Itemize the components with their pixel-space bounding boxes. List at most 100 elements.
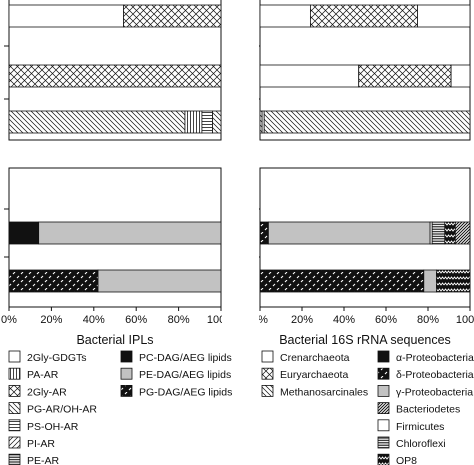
legend-label: δ-Proteobacteria [396, 369, 474, 381]
legend-item-pe-ar: PE-AR [8, 453, 60, 465]
bar-segment-crenarchaeota [417, 4, 471, 28]
bar-segment-pe-dag-aeg-lipids [97, 269, 222, 293]
x-tick-label: 40% [333, 314, 355, 326]
legend-label: Firmicutes [396, 421, 444, 433]
legend-label: 2Gly-GDGTs [27, 352, 87, 364]
legend-label: PI-AR [27, 438, 55, 450]
legend-item-pe-dag-aeg-lipids: PE-DAG/AEG lipids [120, 367, 231, 381]
legend-swatch [377, 436, 390, 449]
legend-item-chloroflexi: Chloroflexi [377, 436, 446, 450]
x-tick-label: 80% [417, 314, 439, 326]
legend-item-methanosarcinales: Methanosarcinales [261, 384, 368, 398]
legend-label: Euryarchaeota [280, 369, 348, 381]
legend-swatch [8, 453, 21, 465]
bar-segment-bacteriodetes [454, 221, 471, 245]
legend-label: PS-OH-AR [27, 421, 79, 433]
legend-item-firmicutes: Firmicutes [377, 419, 444, 433]
legend-item-ps-oh-ar: PS-OH-AR [8, 419, 79, 433]
panel-left-bottom: 0% 20% 40% 60% 80% 100%Bacterial IPLs [1, 167, 235, 347]
bar-segment-ps-oh-ar [201, 110, 213, 134]
legend-item-pg-dag-aeg-lipids: PG-DAG/AEG lipids [120, 384, 232, 398]
legend-item-alpha-proteobacteria: α-Proteobacteria [377, 350, 474, 364]
bar-segment-delta-proteobacteria [259, 269, 425, 293]
legend-swatch [8, 384, 21, 397]
legend-item-euryarchaeota: Euryarchaeota [261, 367, 348, 381]
legend-swatch [261, 384, 274, 397]
x-tick-label: 80% [168, 314, 190, 326]
bar-segment-euryarchaeota [358, 64, 452, 88]
x-tick-label: 60% [375, 314, 397, 326]
bar-segment-2gly-ar [123, 4, 222, 28]
legend-item-pi-ar: PI-AR [8, 436, 55, 450]
bar-segment-op8 [435, 269, 471, 293]
legend: 2Gly-GDGTs PA-AR 2Gly-AR PG-AR/OH-AR PS-OH-A… [8, 350, 474, 465]
legend-label: PC-DAG/AEG lipids [139, 352, 232, 364]
legend-label: PG-AR/OH-AR [27, 404, 97, 416]
legend-swatch [8, 419, 21, 432]
panel-right-top [255, 0, 471, 141]
bar-segment-methanosarcinales [263, 110, 471, 134]
legend-label: PA-AR [27, 369, 59, 381]
legend-swatch [8, 350, 21, 363]
bar-segment-pg-dag-aeg-lipids [8, 269, 99, 293]
legend-swatch [8, 402, 21, 415]
legend-swatch [377, 402, 390, 415]
legend-swatch [377, 453, 390, 465]
legend-item-pg-ar-oh-ar: PG-AR/OH-AR [8, 402, 97, 416]
legend-label: α-Proteobacteria [396, 352, 474, 364]
bar-segment-crenarchaeota [259, 4, 311, 28]
legend-item-gamma-proteobacteria: γ-Proteobacteria [377, 384, 473, 398]
x-tick-label: 20% [40, 314, 62, 326]
bar-segment-pg-ar-oh-ar [212, 110, 222, 134]
legend-label: Bacteriodetes [396, 404, 460, 416]
legend-item-pa-ar: PA-AR [8, 367, 59, 381]
legend-swatch [8, 367, 21, 380]
legend-label: Crenarchaeota [280, 352, 350, 364]
legend-swatch [377, 384, 390, 397]
legend-item-delta-proteobacteria: δ-Proteobacteria [377, 367, 474, 381]
legend-item-crenarchaeota: Crenarchaeota [261, 350, 350, 364]
bar-segment-op8 [444, 221, 456, 245]
legend-label: Methanosarcinales [280, 386, 368, 398]
bar-segment-delta-proteobacteria [259, 221, 269, 245]
bar-segment-chloroflexi [431, 221, 446, 245]
x-tick-label: 20% [291, 314, 313, 326]
legend-swatch [120, 384, 133, 397]
legend-item-op8: OP8 [377, 453, 417, 465]
legend-label: Chloroflexi [396, 438, 446, 450]
axis-title: Bacterial 16S rRNA sequences [279, 333, 451, 347]
legend-label: OP8 [396, 455, 417, 465]
bar-segment-crenarchaeota [450, 64, 471, 88]
bar-segment-2gly-ar [8, 64, 222, 88]
x-tick-label: 0% [1, 314, 17, 326]
x-tick-label: 100% [456, 314, 474, 326]
x-tick-label: 60% [125, 314, 147, 326]
bar-segment-pg-ar-oh-ar [8, 110, 186, 134]
legend-swatch [120, 367, 133, 380]
bar-segment-gamma-proteobacteria [267, 221, 431, 245]
bar-segment-2gly-gdgts [8, 4, 124, 28]
legend-label: 2Gly-AR [27, 386, 67, 398]
legend-item-2gly-gdgts: 2Gly-GDGTs [8, 350, 87, 364]
legend-swatch [377, 419, 390, 432]
legend-item-pc-dag-aeg-lipids: PC-DAG/AEG lipids [120, 350, 232, 364]
legend-swatch [377, 367, 390, 380]
legend-item-2gly-ar: 2Gly-AR [8, 384, 67, 398]
bar-segment-euryarchaeota [309, 4, 418, 28]
bar-segment-pe-dag-aeg-lipids [38, 221, 222, 245]
legend-swatch [261, 350, 274, 363]
bar-segment-pc-dag-aeg-lipids [8, 221, 40, 245]
panel-left-top [4, 0, 222, 141]
bar-segment-pa-ar [184, 110, 203, 134]
x-tick-label: 40% [83, 314, 105, 326]
panel-right-bottom: 0%20%40%60%80%100%Bacterial 16S rRNA seq… [252, 167, 474, 347]
legend-label: γ-Proteobacteria [396, 386, 473, 398]
legend-item-bacteriodetes: Bacteriodetes [377, 402, 460, 416]
legend-label: PE-AR [27, 455, 60, 465]
legend-swatch [261, 367, 274, 380]
legend-swatch [120, 350, 133, 363]
panel-gap [222, 0, 259, 465]
bar-segment-crenarchaeota [259, 64, 360, 88]
